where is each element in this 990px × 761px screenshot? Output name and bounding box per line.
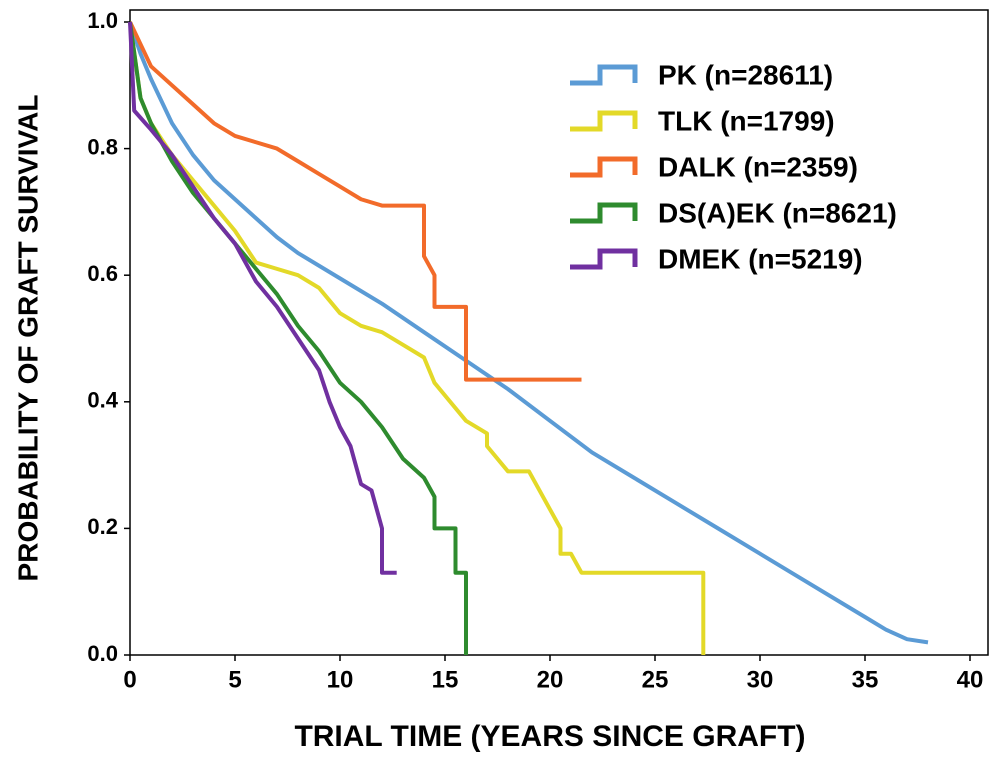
legend-swatch: [570, 202, 638, 224]
x-tick-label: 20: [537, 666, 564, 693]
legend-label: DALK (n=2359): [658, 151, 858, 182]
legend-label: TLK (n=1799): [658, 105, 835, 136]
legend-label: DMEK (n=5219): [658, 243, 863, 274]
x-tick-label: 25: [642, 666, 669, 693]
x-tick-label: 5: [228, 666, 241, 693]
y-tick-label: 0.6: [87, 261, 118, 286]
y-tick-label: 0.2: [87, 514, 118, 539]
x-tick-label: 10: [327, 666, 354, 693]
y-tick-label: 0.8: [87, 134, 118, 159]
survival-line: [128, 21, 397, 575]
x-tick-label: 30: [747, 666, 774, 693]
survival-line: [128, 21, 582, 382]
x-axis-label: TRIAL TIME (YEARS SINCE GRAFT): [294, 720, 805, 753]
legend-swatch: [570, 248, 638, 270]
x-tick-label: 15: [432, 666, 459, 693]
legend-label: DS(A)EK (n=8621): [658, 197, 897, 228]
y-tick-label: 0.4: [87, 388, 118, 413]
y-tick-label: 1.0: [87, 8, 118, 33]
survival-line: [128, 21, 468, 655]
legend-swatch: [570, 156, 638, 178]
x-tick-label: 35: [852, 666, 879, 693]
legend-swatch: [570, 64, 638, 86]
x-tick-label: 40: [957, 666, 984, 693]
x-tick-label: 0: [123, 666, 136, 693]
plot-frame: [129, 9, 989, 656]
y-axis-label: PROBABILITY OF GRAFT SURVIVAL: [12, 95, 43, 582]
legend-label: PK (n=28611): [658, 59, 833, 90]
survival-line: [128, 21, 706, 655]
y-tick-label: 0.0: [87, 641, 118, 666]
legend-swatch: [570, 110, 638, 132]
